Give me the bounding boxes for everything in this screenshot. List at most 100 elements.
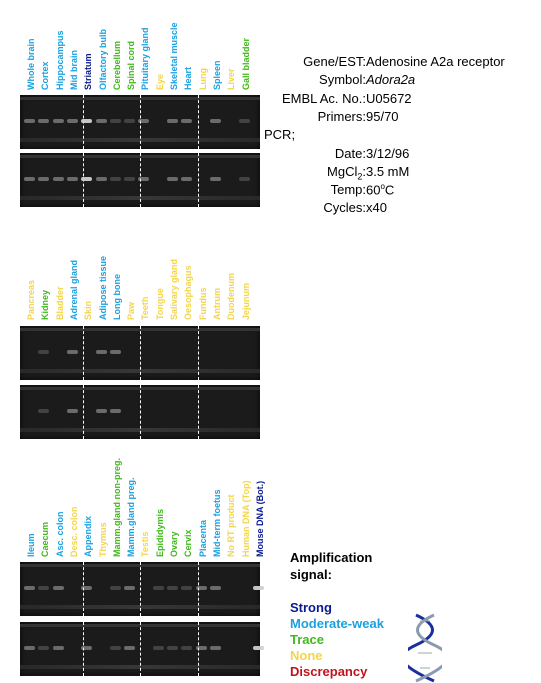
- lane-label: Mid-term foetus: [211, 489, 222, 558]
- info-value: Adenosine A2a receptor: [366, 54, 505, 69]
- pcr-band: [38, 409, 50, 413]
- dna-helix-icon: [408, 613, 442, 683]
- primer-dimer-band: [20, 369, 260, 373]
- lane-label: Kidney: [40, 289, 51, 320]
- lane-label: Hippocampus: [54, 30, 65, 90]
- info-value: x40: [366, 200, 387, 216]
- info-key: Cycles:: [323, 200, 366, 216]
- lane-label: Pituitary gland: [140, 27, 151, 90]
- pcr-band: [38, 177, 50, 181]
- lane-label: Cervix: [183, 529, 194, 557]
- lane-label: Jejunum: [240, 282, 251, 320]
- pcr-band: [152, 586, 164, 590]
- lane-divider: [140, 622, 142, 676]
- lane-label: Spleen: [211, 60, 222, 90]
- pcr-band: [109, 646, 121, 650]
- pcr-band: [38, 119, 50, 123]
- pcr-band: [195, 646, 207, 650]
- pcr-band: [66, 350, 78, 354]
- lane-label: Gall bladder: [240, 37, 251, 90]
- lane-label: Mid brain: [68, 50, 79, 90]
- gel-wells: [20, 155, 260, 158]
- lane-divider: [197, 153, 199, 207]
- lane-divider: [83, 622, 85, 676]
- pcr-band: [95, 177, 107, 181]
- lane-label: Pancreas: [26, 279, 36, 320]
- lane-label: Striatum: [83, 53, 94, 90]
- lane-label: Thymus: [97, 522, 108, 557]
- pcr-band: [52, 119, 64, 123]
- pcr-band: [109, 586, 121, 590]
- lane-divider: [83, 562, 85, 616]
- lane-label: Paw: [126, 301, 137, 320]
- pcr-band: [167, 646, 178, 650]
- primer-dimer-band: [20, 428, 260, 432]
- info-value: 3/12/96: [366, 145, 410, 161]
- pcr-band: [24, 646, 35, 650]
- legend-item-discrepancy: Discrepancy: [290, 664, 368, 679]
- pcr-band: [124, 177, 136, 181]
- pcr-band: [252, 646, 264, 650]
- lane-label: Oesophagus: [183, 265, 194, 320]
- gel-wells: [20, 328, 260, 331]
- lane-label: Heart: [183, 66, 194, 90]
- lane-label: Mamm.gland non-preg.: [111, 458, 122, 557]
- lane-label: Ovary: [169, 531, 179, 557]
- lane-label: Duodenum: [226, 273, 237, 320]
- pcr-band: [181, 177, 193, 181]
- primer-dimer-band: [20, 605, 260, 609]
- pcr-band: [138, 119, 150, 123]
- gel-wells: [20, 97, 260, 100]
- pcr-band: [24, 177, 35, 181]
- pcr-band: [209, 646, 221, 650]
- gel-image-1b: [20, 153, 260, 207]
- legend-item-moderate: Moderate-weak: [290, 616, 384, 631]
- pcr-band: [66, 119, 78, 123]
- lane-divider: [197, 95, 199, 149]
- lane-label: Lung: [197, 68, 208, 90]
- pcr-band: [95, 350, 107, 354]
- lane-labels-3: Ileum Caecum Asc. colon Desc. colon Appendix…: [0, 458, 270, 558]
- pcr-band: [167, 177, 178, 181]
- info-key: Symbol:: [319, 72, 366, 88]
- lane-label: Asc. colon: [54, 511, 65, 557]
- lane-label: Desc. colon: [68, 506, 79, 557]
- pcr-band: [124, 586, 136, 590]
- primer-dimer-band: [20, 196, 260, 200]
- lane-label: Mamm.gland preg.: [126, 477, 137, 557]
- info-value: Adora2a: [366, 72, 416, 88]
- pcr-band: [52, 177, 64, 181]
- pcr-band: [167, 119, 178, 123]
- pcr-band: [109, 350, 121, 354]
- lane-divider: [140, 562, 142, 616]
- lane-label: Caecum: [40, 521, 51, 557]
- gel-image-2a: [20, 326, 260, 380]
- pcr-band: [38, 646, 50, 650]
- gel-image-3a: [20, 562, 264, 616]
- info-value: U05672: [366, 90, 412, 106]
- info-key: Primers:: [317, 108, 366, 124]
- info-value: 3.5 mM: [366, 163, 410, 179]
- gel-image-1a: [20, 95, 260, 149]
- lane-label: Teeth: [140, 296, 151, 320]
- pcr-band: [238, 119, 250, 123]
- pcr-band: [81, 586, 93, 590]
- pcr-band: [95, 409, 107, 413]
- lane-label: Skin: [83, 300, 94, 320]
- info-key: PCR;: [264, 127, 296, 143]
- pcr-band: [124, 119, 136, 123]
- lane-divider: [197, 622, 199, 676]
- gel-wells: [20, 387, 260, 390]
- pcr-band: [109, 409, 121, 413]
- legend-item-strong: Strong: [290, 600, 332, 615]
- lane-divider: [140, 153, 142, 207]
- info-key: Date:: [334, 145, 366, 161]
- lane-divider: [140, 95, 142, 149]
- pcr-band: [252, 586, 264, 590]
- pcr-band: [109, 177, 121, 181]
- lane-label: Tongue: [154, 288, 165, 320]
- pcr-band: [209, 586, 221, 590]
- lane-label: Skeletal muscle: [169, 22, 179, 90]
- pcr-band: [195, 586, 207, 590]
- lane-label: Spinal cord: [126, 40, 137, 90]
